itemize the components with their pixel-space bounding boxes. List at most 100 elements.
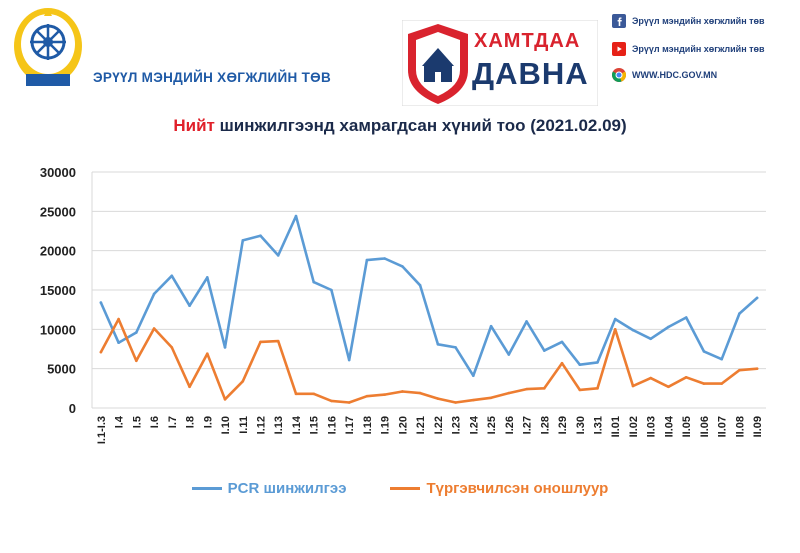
x-tick-label: I.11 xyxy=(238,416,250,434)
data-point-1 xyxy=(578,388,582,392)
data-point-1 xyxy=(383,393,386,396)
data-point-0 xyxy=(117,341,120,345)
data-point-0 xyxy=(436,342,440,346)
legend-swatch-rapid xyxy=(390,487,421,490)
data-point-1 xyxy=(223,398,227,401)
data-point-0 xyxy=(241,239,245,242)
data-point-1 xyxy=(401,390,404,393)
data-point-0 xyxy=(507,353,511,356)
youtube-contact-text: Эрүүл мэндийн хөгжлийн төв xyxy=(632,44,765,54)
data-point-1 xyxy=(135,359,138,363)
legend-item-pcr: PCR шинжилгээ xyxy=(191,480,346,497)
x-tick-label: I.14 xyxy=(291,415,303,434)
y-tick-label: 5000 xyxy=(47,362,76,377)
facebook-contact[interactable]: Эрүүл мэндийн хөгжлийн төв xyxy=(612,14,765,28)
x-tick-label: I.23 xyxy=(451,416,463,434)
data-point-1 xyxy=(259,340,262,344)
data-point-1 xyxy=(738,368,741,372)
data-point-0 xyxy=(205,276,209,279)
youtube-icon xyxy=(612,42,626,56)
x-tick-label: I.5 xyxy=(131,416,143,428)
x-tick-label: II.06 xyxy=(699,416,711,437)
chrome-icon xyxy=(612,68,626,82)
website-contact[interactable]: WWW.HDC.GOV.MN xyxy=(612,68,717,82)
data-point-0 xyxy=(489,324,493,328)
data-point-1 xyxy=(560,361,564,365)
x-tick-label: I.24 xyxy=(468,415,480,434)
x-tick-label: I.17 xyxy=(344,416,356,434)
data-point-1 xyxy=(542,387,546,390)
x-tick-label: II.05 xyxy=(681,416,693,437)
data-point-0 xyxy=(578,363,582,367)
data-point-0 xyxy=(259,234,262,238)
x-tick-label: I.4 xyxy=(114,415,126,428)
data-point-1 xyxy=(99,350,103,354)
x-tick-label: II.07 xyxy=(717,416,729,437)
line-chart: 0 5000 10000 15000 20000 25000 30000 I.1-I.3 I.4… xyxy=(40,165,766,444)
data-point-1 xyxy=(454,401,457,404)
data-point-1 xyxy=(649,376,653,380)
data-point-0 xyxy=(223,346,227,349)
x-tick-label: I.9 xyxy=(202,416,214,428)
x-tick-label: I.25 xyxy=(486,416,498,434)
x-tick-label: I.8 xyxy=(185,416,197,428)
x-tick-label: I.30 xyxy=(575,416,587,434)
x-tick-label: I.15 xyxy=(309,416,321,434)
data-point-1 xyxy=(525,387,528,391)
x-tick-label: I.16 xyxy=(326,416,338,434)
data-point-1 xyxy=(276,339,280,343)
data-point-0 xyxy=(702,350,706,353)
data-point-1 xyxy=(684,376,688,379)
y-tick-label: 20000 xyxy=(40,244,76,259)
data-point-1 xyxy=(347,401,351,404)
x-tick-label: I.21 xyxy=(415,416,427,434)
data-point-0 xyxy=(755,296,759,300)
facebook-contact-text: Эрүүл мэндийн хөгжлийн төв xyxy=(632,16,765,26)
data-point-1 xyxy=(667,385,670,389)
x-tick-label: II.03 xyxy=(646,416,658,437)
data-point-0 xyxy=(472,374,475,378)
x-tick-label: I.1-I.3 xyxy=(96,416,108,444)
x-tick-label: I.27 xyxy=(522,416,534,434)
data-point-0 xyxy=(542,349,546,352)
campaign-line1: ХАМТДАА xyxy=(474,30,581,52)
data-point-0 xyxy=(525,320,528,323)
series-line-1 xyxy=(99,317,759,404)
y-tick-label: 0 xyxy=(69,401,76,416)
data-point-0 xyxy=(720,357,723,361)
campaign-logo xyxy=(402,20,598,106)
youtube-contact[interactable]: Эрүүл мэндийн хөгжлийн төв xyxy=(612,42,765,56)
hdc-emblem-logo xyxy=(14,8,82,86)
x-tick-label: I.20 xyxy=(397,416,409,434)
y-tick-label: 10000 xyxy=(40,322,76,337)
org-name: ЭРҮҮЛ МЭНДИЙН ХӨГЖЛИЙН ТӨВ xyxy=(93,70,332,85)
x-tick-label: I.19 xyxy=(380,416,392,434)
y-tick-label: 25000 xyxy=(40,204,76,219)
data-point-1 xyxy=(170,346,174,349)
data-point-1 xyxy=(472,398,475,402)
data-point-0 xyxy=(383,257,386,260)
x-tick-label: I.6 xyxy=(149,416,161,428)
data-point-0 xyxy=(738,312,741,315)
data-point-1 xyxy=(294,392,298,396)
data-point-0 xyxy=(401,265,404,268)
x-tick-label: I.31 xyxy=(593,416,605,434)
data-point-1 xyxy=(330,399,333,403)
data-point-0 xyxy=(560,340,564,344)
data-point-1 xyxy=(365,394,369,398)
x-tick-label: II.02 xyxy=(628,416,640,437)
data-point-0 xyxy=(312,280,316,284)
y-tick-label: 30000 xyxy=(40,165,76,180)
x-tick-label: I.28 xyxy=(539,416,551,434)
data-point-1 xyxy=(507,391,511,395)
data-point-0 xyxy=(276,254,280,257)
data-point-1 xyxy=(205,352,209,356)
data-point-0 xyxy=(330,288,333,292)
chart-title: Нийт шинжилгээнд хамрагдсан хүний тоо (2… xyxy=(0,116,800,136)
x-tick-label: II.01 xyxy=(610,416,622,437)
x-tick-label: I.29 xyxy=(557,416,569,434)
website-contact-text: WWW.HDC.GOV.MN xyxy=(632,70,718,80)
data-point-0 xyxy=(684,316,688,319)
data-point-1 xyxy=(702,382,706,385)
x-tick-label: I.18 xyxy=(362,416,374,434)
